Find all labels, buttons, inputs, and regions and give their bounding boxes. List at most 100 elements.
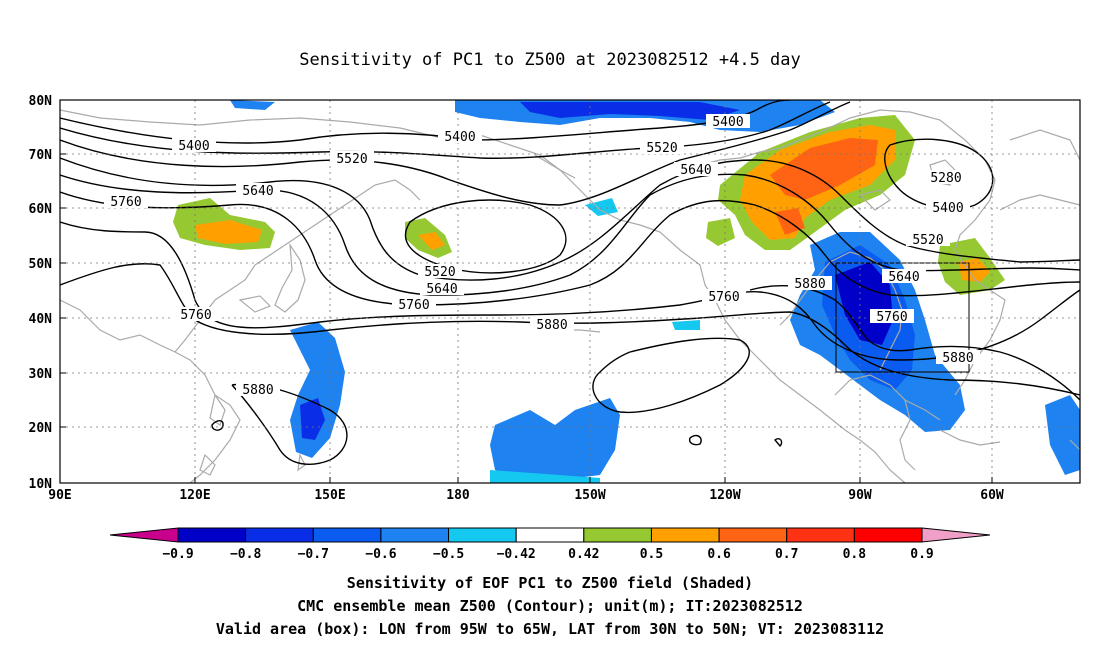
longitude-labels: 90E 120E 150E 180 150W 120W 90W 60W: [48, 488, 1004, 503]
contour-label: 5400: [438, 129, 482, 145]
colorbar-label: −0.7: [298, 547, 329, 562]
svg-text:5640: 5640: [888, 270, 919, 285]
z500-contours: [60, 100, 1080, 466]
contour-label: 5640: [420, 281, 464, 297]
blue-region-west-pacific-core: [300, 398, 325, 440]
blue-region-west-pacific: [290, 322, 345, 458]
svg-text:5400: 5400: [712, 115, 743, 130]
caption-line-3: Valid area (box): LON from 95W to 65W, L…: [215, 620, 885, 638]
chart-title: Sensitivity of PC1 to Z500 at 2023082512…: [299, 50, 801, 70]
colorbar-box: [718, 527, 788, 543]
svg-text:5760: 5760: [180, 308, 211, 323]
colorbar-box: [312, 527, 382, 543]
blue-region-gulf-of-alaska: [585, 198, 618, 216]
contour-labels: 5400 5400 5400 5400 5520 5520 5520 5520 …: [104, 114, 980, 398]
contour-label: 5760: [174, 307, 218, 323]
blue-region-arctic-core: [520, 102, 740, 120]
contour-label: 5880: [788, 276, 832, 292]
dark-orange-region-canada: [770, 138, 878, 200]
blue-region-central-pacific: [490, 398, 620, 480]
lat-label: 60N: [29, 202, 53, 217]
lat-label: 10N: [29, 477, 53, 492]
blue-region-east-pacific: [672, 320, 700, 330]
contour-label: 5640: [882, 269, 926, 285]
contour-label: 5640: [674, 162, 718, 178]
contour-label: 5400: [926, 200, 970, 216]
colorbar-label: 0.8: [843, 547, 867, 562]
lon-label: 60W: [980, 488, 1004, 503]
svg-text:5280: 5280: [930, 171, 961, 186]
colorbar-label: −0.5: [433, 547, 464, 562]
contour-label: 5880: [936, 350, 980, 366]
colorbar-box: [245, 527, 314, 543]
lon-label: 150W: [574, 488, 605, 503]
svg-text:5640: 5640: [680, 163, 711, 178]
lat-label: 70N: [29, 148, 53, 163]
colorbar-box: [177, 527, 247, 543]
svg-text:5400: 5400: [444, 130, 475, 145]
caption-line-1: Sensitivity of EOF PC1 to Z500 field (Sh…: [346, 574, 754, 592]
shaded-sensitivity: [173, 100, 1080, 483]
svg-text:5640: 5640: [242, 184, 273, 199]
contour-label: 5640: [236, 183, 280, 199]
colorbar-label: 0.5: [640, 547, 663, 562]
latitude-labels: 80N 70N 60N 50N 40N 30N 20N 10N: [29, 94, 53, 492]
colorbar-box: [853, 527, 923, 543]
svg-text:5760: 5760: [876, 310, 907, 325]
contour-label: 5520: [640, 140, 684, 156]
colorbar-box: [583, 527, 652, 543]
lon-label: 120E: [179, 488, 210, 503]
colorbar-label: −0.42: [497, 547, 536, 562]
tick-marks: [60, 99, 993, 483]
svg-text:5880: 5880: [536, 318, 567, 333]
gridlines: [60, 100, 1080, 483]
contour-label: 5520: [906, 232, 950, 248]
svg-text:5880: 5880: [794, 277, 825, 292]
colorbar-label: −0.8: [230, 547, 261, 562]
contour-label: 5400: [172, 138, 216, 154]
colorbar-label: 0.9: [910, 547, 933, 562]
contour-label: 5760: [702, 289, 746, 305]
colorbar-label: −0.6: [365, 547, 396, 562]
contour-label: 5760: [104, 194, 148, 210]
contour-label: 5880: [236, 382, 280, 398]
svg-text:5760: 5760: [398, 298, 429, 313]
contour-label: 5760: [870, 309, 914, 325]
svg-text:5760: 5760: [708, 290, 739, 305]
colorbar-box: [650, 527, 720, 543]
colorbar-box: [380, 527, 450, 543]
svg-text:5400: 5400: [178, 139, 209, 154]
blue-region-north-america-core: [835, 262, 893, 345]
lat-label: 30N: [29, 367, 53, 382]
green-region-canada-west: [706, 218, 735, 246]
lat-label: 80N: [29, 94, 53, 109]
blue-region-central-pacific-light: [490, 470, 600, 483]
lat-label: 40N: [29, 312, 53, 327]
caption-line-2: CMC ensemble mean Z500 (Contour); unit(m…: [297, 597, 803, 615]
colorbar-label: 0.7: [775, 547, 798, 562]
svg-text:5880: 5880: [242, 383, 273, 398]
lon-label: 180: [446, 488, 470, 503]
svg-text:5400: 5400: [932, 201, 963, 216]
blue-region-arctic-left: [230, 100, 275, 110]
colorbar-label: 0.42: [568, 547, 599, 562]
svg-text:5520: 5520: [912, 233, 943, 248]
lon-label: 150E: [314, 488, 345, 503]
colorbar-label: −0.9: [162, 547, 193, 562]
colorbar: −0.9 −0.8 −0.7 −0.6 −0.5 −0.42 0.42 0.5 0.6 0.7 0.…: [109, 527, 991, 562]
lat-label: 20N: [29, 421, 53, 436]
orange-region-kamchatka: [418, 232, 445, 250]
colorbar-box: [448, 527, 517, 543]
lon-label: 90W: [848, 488, 872, 503]
contour-label: 5520: [330, 151, 374, 167]
colorbar-box: [515, 527, 585, 543]
svg-text:5520: 5520: [336, 152, 367, 167]
lat-label: 50N: [29, 257, 53, 272]
blue-region-atlantic: [1045, 395, 1080, 475]
colorbar-box: [786, 527, 855, 543]
contour-label: 5760: [392, 297, 436, 313]
contour-label: 5280: [924, 170, 968, 186]
lon-label: 90E: [48, 488, 71, 503]
contour-label: 5880: [530, 317, 574, 333]
svg-text:5880: 5880: [942, 351, 973, 366]
